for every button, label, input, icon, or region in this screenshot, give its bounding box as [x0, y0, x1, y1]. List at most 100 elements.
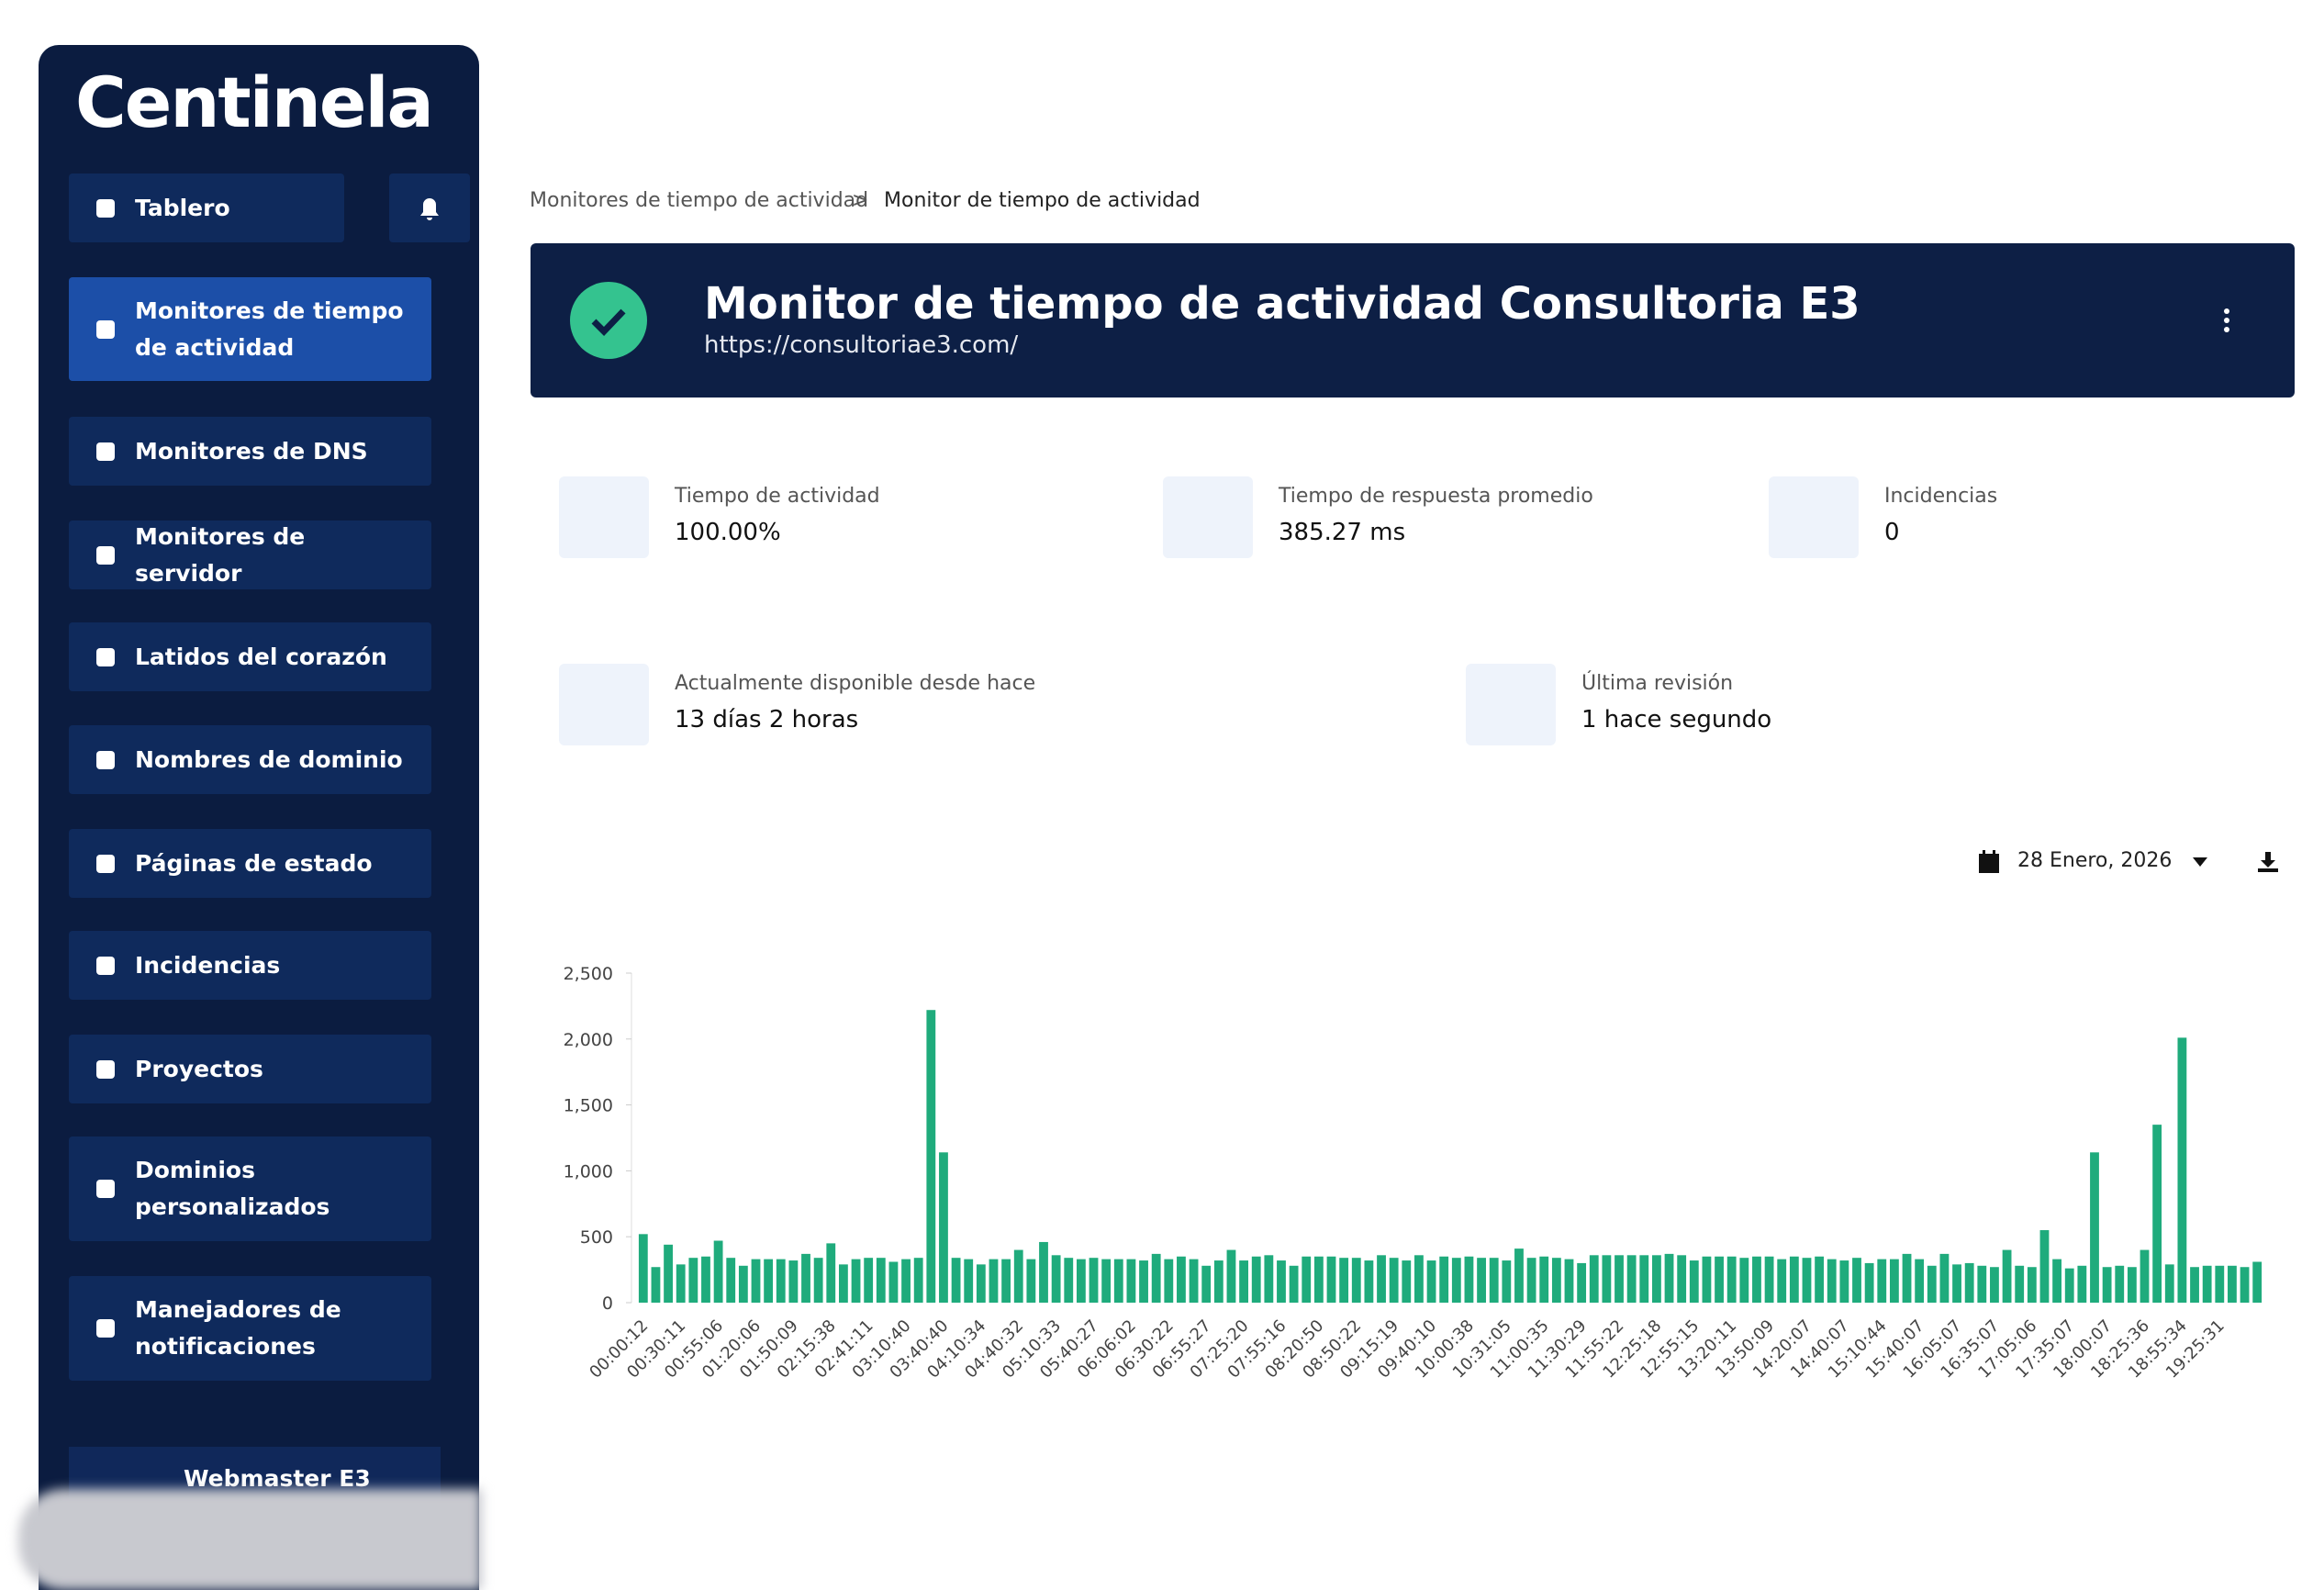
bar — [1101, 1259, 1112, 1303]
nav-icon — [96, 198, 115, 218]
breadcrumb-link[interactable]: Monitores de tiempo de actividad — [530, 189, 869, 212]
bar — [926, 1010, 936, 1303]
bar — [1076, 1259, 1086, 1303]
bar — [1464, 1256, 1474, 1303]
nav-icon — [96, 750, 115, 769]
nav-icon — [96, 319, 115, 339]
nav-item[interactable]: Monitores de servidor — [69, 521, 431, 589]
nav-label: Nombres de dominio — [135, 745, 403, 773]
bar — [1113, 1259, 1123, 1303]
y-tick-label: 2,000 — [564, 1030, 613, 1050]
download-button[interactable] — [2256, 850, 2280, 874]
bar — [664, 1244, 673, 1303]
bar — [2102, 1267, 2112, 1303]
bar — [1289, 1265, 1299, 1303]
nav-item[interactable]: Nombres de dominio — [69, 725, 431, 794]
bar — [1526, 1258, 1536, 1303]
notifications-button[interactable] — [389, 174, 470, 242]
nav-item[interactable]: Incidencias — [69, 931, 431, 1000]
bar — [1752, 1256, 1761, 1303]
bar — [676, 1264, 686, 1303]
bar — [1402, 1260, 1412, 1303]
nav-item[interactable]: Monitores de tiempo de actividad — [69, 277, 431, 381]
nav-item[interactable]: Latidos del corazón — [69, 622, 431, 691]
calendar-icon — [1979, 850, 1999, 873]
bar — [2140, 1249, 2150, 1303]
bar — [1277, 1260, 1286, 1303]
stat-icon — [1769, 476, 1859, 558]
bar — [2015, 1265, 2025, 1303]
stat-label: Actualmente disponible desde hace — [675, 672, 1036, 695]
stat-icon — [1163, 476, 1253, 558]
bar — [2228, 1265, 2237, 1303]
nav-item[interactable]: Páginas de estado — [69, 829, 431, 898]
monitor-url[interactable]: https://consultoriae3.com/ — [704, 331, 1019, 359]
nav-item[interactable]: Manejadores de notificaciones — [69, 1276, 431, 1381]
bar — [751, 1259, 761, 1303]
monitor-title: Monitor de tiempo de actividad Consultor… — [704, 278, 1860, 330]
bar — [888, 1261, 899, 1303]
bar — [1264, 1255, 1274, 1303]
bar — [1539, 1256, 1549, 1303]
bar — [776, 1259, 786, 1303]
bar — [1302, 1256, 1312, 1303]
bar — [1051, 1255, 1061, 1303]
nav-label: Manejadores de notificaciones — [135, 1296, 341, 1360]
nav-icon — [96, 1180, 115, 1198]
bar — [1726, 1256, 1737, 1303]
bar — [1852, 1258, 1861, 1303]
bar — [1189, 1259, 1199, 1303]
bar — [1977, 1265, 1987, 1303]
stat-value: 1 hace segundo — [1581, 706, 1772, 733]
bar — [1615, 1255, 1624, 1303]
bar — [701, 1256, 710, 1303]
bar — [2027, 1267, 2037, 1303]
bar — [864, 1258, 874, 1303]
y-tick-label: 2,500 — [564, 964, 613, 984]
bar — [1827, 1259, 1837, 1303]
date-dropdown[interactable] — [2191, 856, 2209, 868]
bar — [2240, 1267, 2250, 1303]
bar — [1139, 1260, 1148, 1303]
brand[interactable]: Centinela — [75, 62, 434, 143]
bar — [1577, 1262, 1587, 1303]
stat-icon — [559, 664, 649, 745]
bar — [851, 1259, 861, 1303]
nav-icon — [96, 442, 115, 461]
nav-item[interactable]: Dominios personalizados — [69, 1137, 431, 1241]
breadcrumb-separator: > — [852, 189, 869, 212]
stat-label: Incidencias — [1884, 485, 1998, 508]
bar — [976, 1264, 986, 1303]
bar — [1889, 1259, 1899, 1303]
nav-label: Tablero — [135, 194, 230, 221]
bar — [839, 1264, 848, 1303]
nav-label: Páginas de estado — [135, 849, 373, 877]
bar — [1915, 1259, 1925, 1303]
nav-item[interactable]: Proyectos — [69, 1035, 431, 1103]
stat-label: Última revisión — [1581, 672, 1734, 695]
date-picker[interactable]: 28 Enero, 2026 — [2017, 849, 2173, 872]
bar — [1414, 1255, 1424, 1303]
nav-label: Latidos del corazón — [135, 643, 387, 670]
more-menu[interactable] — [2218, 304, 2236, 337]
stat-label: Tiempo de respuesta promedio — [1279, 485, 1593, 508]
nav-icon — [96, 647, 115, 666]
nav-label: Monitores de tiempo de actividad — [135, 297, 404, 361]
bar — [1815, 1256, 1825, 1303]
bar — [1013, 1249, 1023, 1303]
nav-icon — [96, 956, 115, 975]
bar — [1426, 1260, 1436, 1303]
bar — [1213, 1260, 1223, 1303]
nav-item[interactable]: Tablero — [69, 174, 344, 242]
bar — [876, 1258, 886, 1303]
bar — [1902, 1253, 1912, 1303]
monitor-header: Monitor de tiempo de actividad Consultor… — [531, 243, 2295, 398]
bar — [1201, 1265, 1212, 1303]
bar — [2202, 1265, 2212, 1303]
bar — [738, 1265, 748, 1303]
stat-icon — [559, 476, 649, 558]
bar — [989, 1259, 999, 1303]
bar — [1652, 1255, 1661, 1303]
nav-item[interactable]: Monitores de DNS — [69, 417, 431, 486]
